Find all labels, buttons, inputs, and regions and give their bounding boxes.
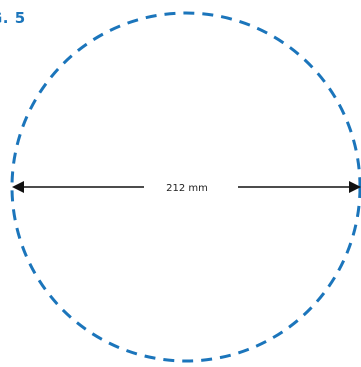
dimension-label: 212 mm <box>166 183 208 194</box>
dimension-arrow <box>12 181 361 193</box>
arrow-head-right <box>349 181 361 193</box>
figure-label: G. 5 <box>0 9 26 27</box>
arrow-head-left <box>12 181 24 193</box>
